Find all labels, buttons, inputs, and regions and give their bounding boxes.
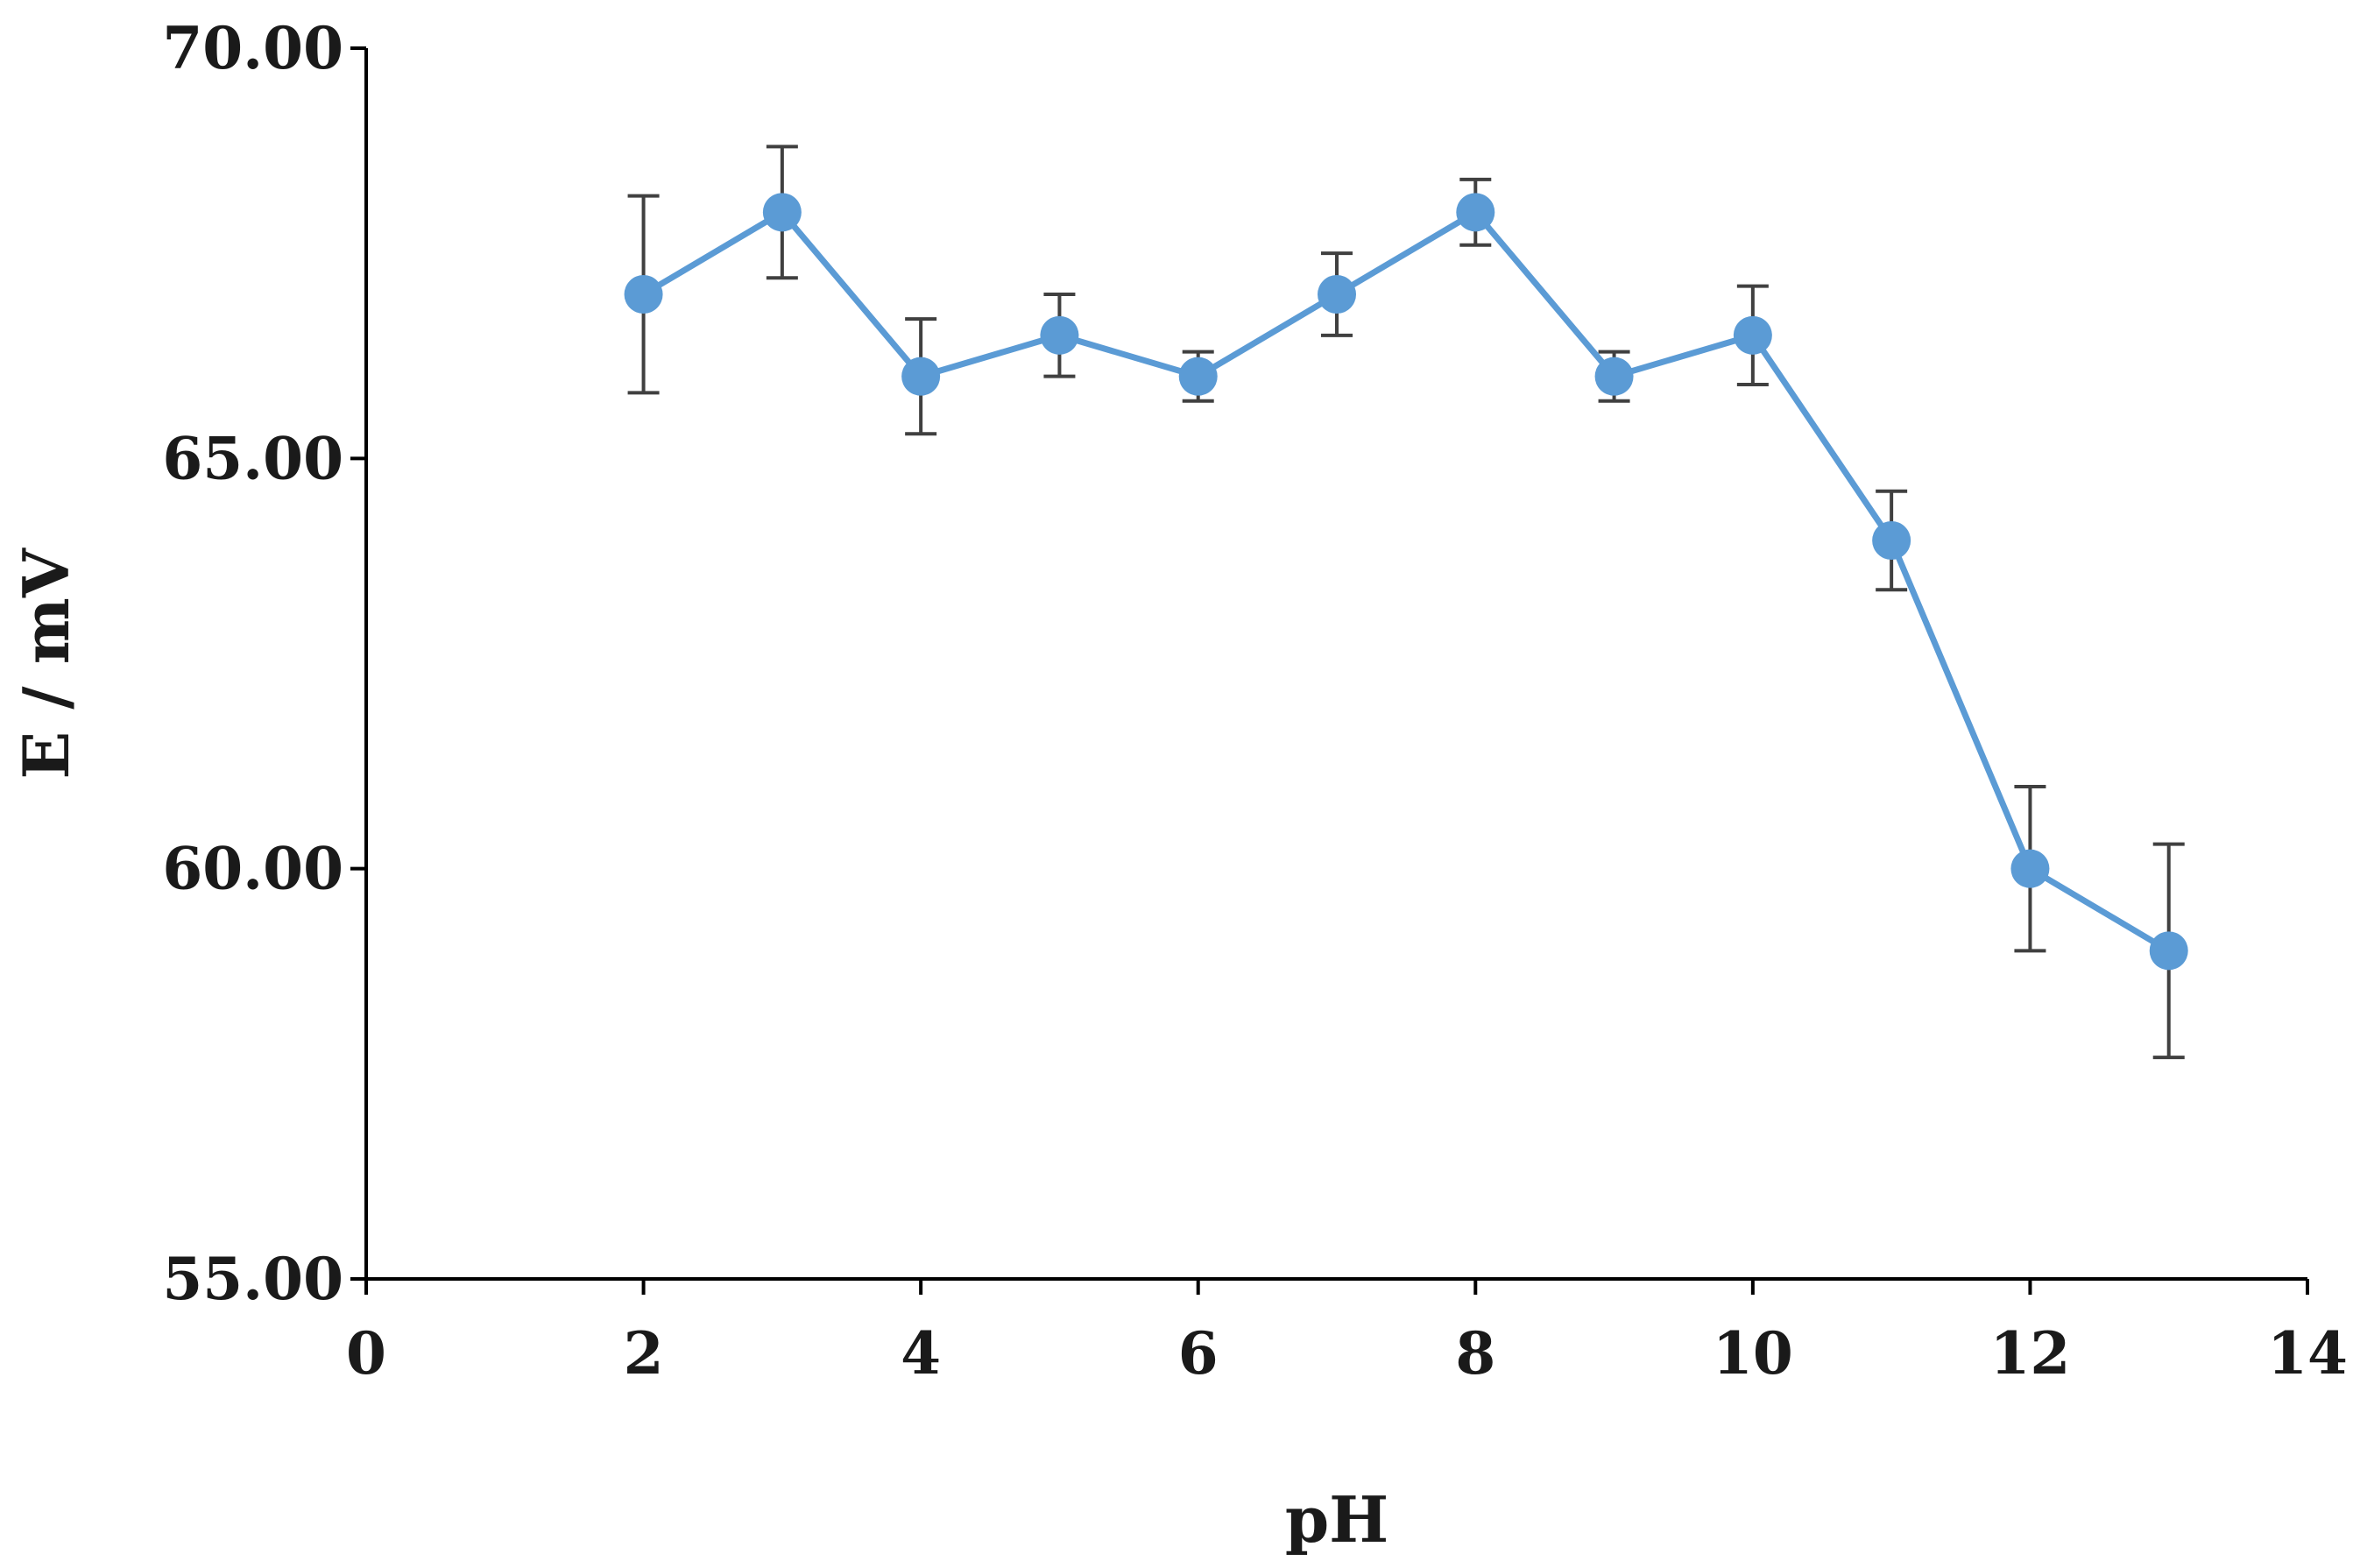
data-point xyxy=(762,193,802,232)
y-axis-ticks: 55.00 60.00 65.00 70.00 xyxy=(162,14,366,1313)
data-point xyxy=(1872,521,1911,560)
y-tick-label: 70.00 xyxy=(162,14,343,82)
data-point xyxy=(2010,849,2050,888)
axes xyxy=(364,48,2307,1281)
x-axis-ticks: 0 2 4 6 8 10 12 14 xyxy=(346,1279,2348,1388)
y-tick-label: 60.00 xyxy=(162,835,343,903)
data-point xyxy=(1318,275,1356,314)
y-tick-label: 55.00 xyxy=(162,1245,343,1313)
x-tick-label: 0 xyxy=(346,1319,386,1388)
x-tick-label: 6 xyxy=(1178,1319,1219,1388)
series-line xyxy=(640,208,2173,954)
x-tick-label: 2 xyxy=(624,1319,664,1388)
data-point xyxy=(624,275,663,314)
x-tick-label: 4 xyxy=(901,1319,941,1388)
x-tick-label: 12 xyxy=(1989,1319,2070,1388)
x-tick-label: 10 xyxy=(1713,1319,1793,1388)
series-line-group xyxy=(640,208,2173,954)
y-axis-title: E / mV xyxy=(9,547,83,779)
data-point xyxy=(901,357,941,396)
data-point xyxy=(2149,931,2188,971)
data-point xyxy=(1733,315,1772,355)
data-point xyxy=(1040,315,1079,355)
x-axis-title: pH xyxy=(1285,1482,1388,1557)
x-tick-label: 8 xyxy=(1455,1319,1495,1388)
error-bars xyxy=(627,145,2185,1060)
data-point xyxy=(1456,193,1495,232)
data-points xyxy=(624,193,2188,971)
y-tick-label: 65.00 xyxy=(162,424,343,492)
x-tick-label: 14 xyxy=(2267,1319,2348,1388)
data-point xyxy=(1178,357,1218,396)
data-point xyxy=(1594,357,1634,396)
